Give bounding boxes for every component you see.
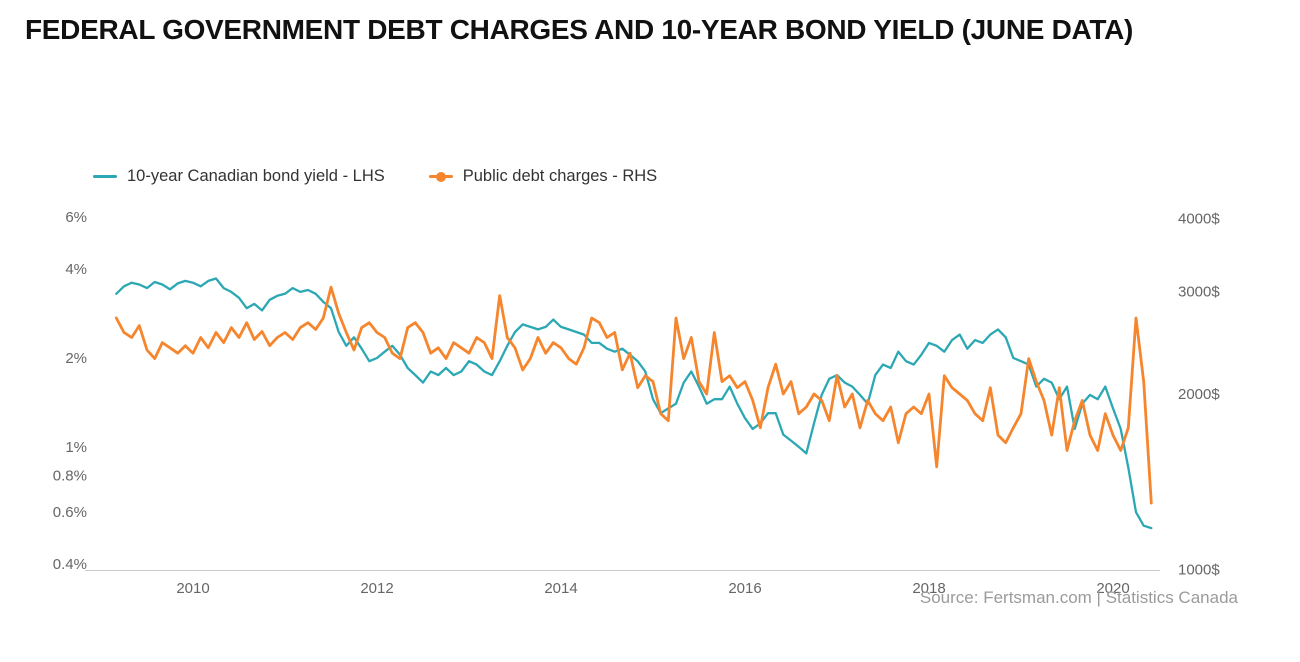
debt-charges-line-swatch-icon: [428, 175, 453, 178]
x-tick-label: 2012: [360, 580, 393, 597]
series-line-debt-charges: [114, 285, 1153, 505]
x-tick-label: 2010: [176, 580, 209, 597]
left-axis-tick-label: 0.6%: [53, 504, 87, 521]
left-axis-tick-label: 6%: [65, 209, 87, 226]
left-axis-tick-label: 0.8%: [53, 467, 87, 484]
right-axis-tick-label: 1000$: [1178, 562, 1220, 579]
legend-item-debt-charges[interactable]: Public debt charges - RHS: [428, 167, 658, 186]
chart-title: FEDERAL GOVERNMENT DEBT CHARGES AND 10-Y…: [25, 14, 1134, 45]
x-tick-label: 2020: [1096, 580, 1129, 597]
right-axis-tick-label: 3000$: [1178, 283, 1220, 300]
legend-label-bond-yield: 10-year Canadian bond yield - LHS: [127, 167, 385, 185]
bond-yield-line-swatch-icon: [93, 175, 117, 178]
series-line-bond-yield: [115, 277, 1153, 530]
x-tick-label: 2014: [544, 580, 577, 597]
legend-label-debt-charges: Public debt charges - RHS: [462, 167, 658, 185]
legend: 10-year Canadian bond yield - LHS Public…: [93, 167, 657, 186]
right-axis-tick-label: 4000$: [1178, 210, 1220, 227]
right-axis-tick-label: 2000$: [1178, 386, 1220, 403]
x-tick-label: 2016: [728, 580, 761, 597]
left-axis-tick-label: 0.4%: [53, 556, 87, 573]
legend-item-bond-yield[interactable]: 10-year Canadian bond yield - LHS: [93, 167, 385, 186]
left-axis-tick-label: 4%: [65, 261, 87, 278]
source-credit: Source: Fertsman.com | Statistics Canada: [919, 588, 1238, 607]
x-tick-label: 2018: [912, 580, 945, 597]
left-axis-tick-label: 2%: [65, 350, 87, 367]
left-axis-tick-label: 1%: [65, 439, 87, 456]
